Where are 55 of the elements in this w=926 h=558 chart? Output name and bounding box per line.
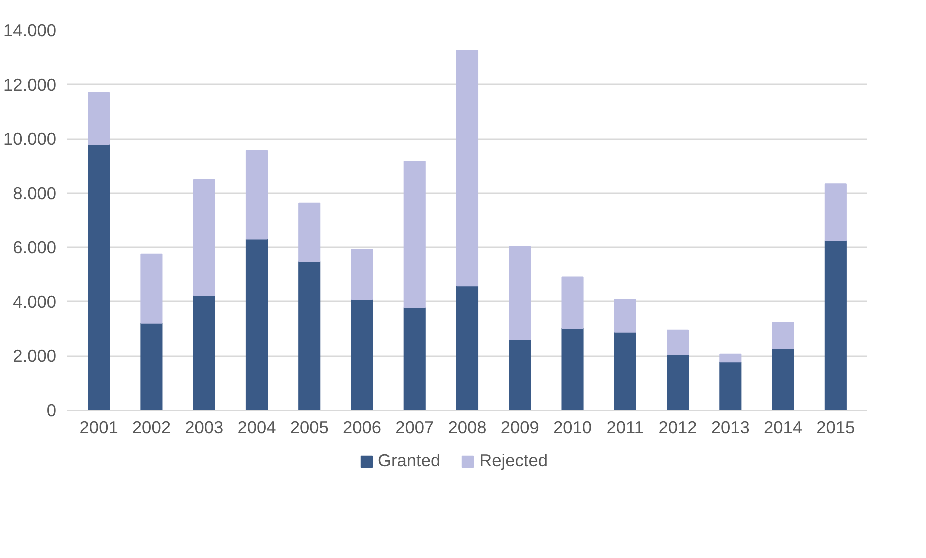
y-tick-label: 0 [46, 400, 57, 420]
x-tick-label: 2011 [606, 418, 644, 438]
bar [351, 249, 374, 300]
y-tick-label: 4.000 [13, 292, 57, 312]
x-tick-label: 2013 [711, 418, 750, 438]
bar [193, 180, 216, 296]
y-tick-label: 8.000 [13, 183, 57, 204]
x-tick-label: 2008 [448, 418, 487, 438]
x-tick-label: 2004 [238, 418, 277, 438]
bar [246, 150, 268, 240]
bar [824, 240, 847, 410]
bar [88, 92, 110, 145]
bar [667, 330, 690, 356]
bar [509, 246, 532, 340]
legend-label: Granted [378, 450, 441, 472]
x-tick-label: 2006 [342, 418, 382, 438]
bar [351, 298, 374, 410]
y-tick-label: 12.000 [4, 74, 56, 95]
bar [824, 184, 847, 242]
y-tick-label: 2.000 [13, 346, 57, 366]
bar [456, 50, 479, 287]
bar [298, 202, 321, 262]
bar [456, 286, 479, 410]
bar [562, 276, 584, 330]
bar [667, 354, 690, 410]
bar [140, 322, 163, 410]
x-tick-label: 2014 [764, 418, 803, 438]
bar [298, 261, 321, 410]
bar [246, 238, 268, 410]
bar [404, 307, 426, 410]
y-tick-label: 6.000 [13, 238, 57, 258]
bar [193, 295, 216, 410]
x-tick-label: 2012 [658, 418, 698, 438]
x-tick-label: 2015 [816, 418, 856, 438]
x-tick-label: 2007 [396, 418, 434, 438]
bar [140, 254, 163, 324]
y-tick-label: 14.000 [4, 20, 56, 40]
bar [772, 348, 794, 410]
x-tick-label: 2010 [553, 418, 592, 438]
bar [720, 362, 742, 410]
bar [88, 144, 110, 410]
bar [720, 354, 742, 363]
legend-label: Rejected [480, 450, 548, 472]
bar [509, 339, 532, 410]
x-tick-label: 2005 [290, 418, 329, 438]
x-tick-label: 2001 [80, 418, 118, 438]
x-tick-label: 2002 [132, 418, 171, 438]
bar [614, 298, 636, 333]
bar [614, 332, 636, 410]
bar [562, 328, 584, 410]
x-tick-label: 2009 [500, 418, 540, 438]
bar [772, 322, 794, 350]
bar [404, 161, 426, 308]
y-tick-label: 10.000 [4, 129, 56, 150]
x-tick-label: 2003 [185, 418, 224, 438]
